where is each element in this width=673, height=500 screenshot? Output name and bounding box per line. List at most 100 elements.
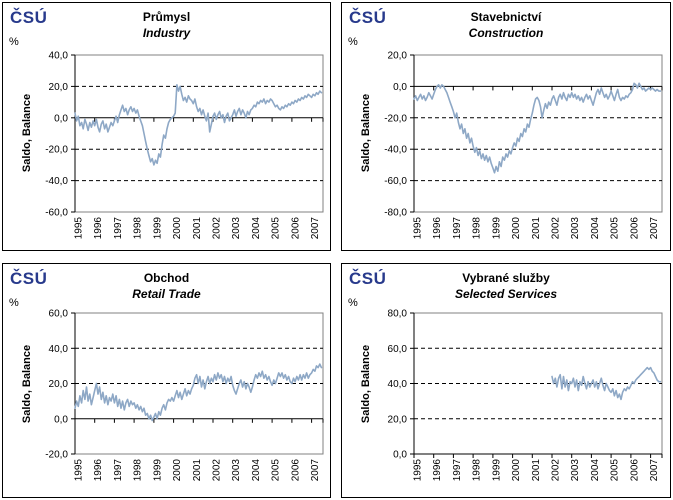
x-tick-label: 1996 [432,217,443,240]
x-tick-label: 1997 [113,459,124,482]
plot-area-industry: 40,0 20,0 0,0 -20,0 -40,0 -60,0 1995 1996 1997 19… [45,51,324,240]
x-tick-label: 1996 [93,217,104,240]
x-tick-label: 2007 [649,217,660,240]
y-tick-label: 0,0 [393,82,407,93]
percent-label: % [9,297,19,309]
x-tick-label: 1995 [74,217,85,240]
x-tick-label: 1998 [133,459,144,482]
chart-title-cs: Obchod [143,271,190,285]
x-tick-label: 2003 [570,217,581,240]
x-tick-label: 2006 [629,217,640,240]
x-tick-label: 1999 [152,459,163,482]
y-tick-label: 20,0 [49,82,69,93]
x-tick-label: 2001 [192,217,203,240]
y-tick-label: 20,0 [388,414,408,425]
x-tick-label: 1998 [472,217,483,240]
x-tick-label: 1999 [491,217,502,240]
y-tick-label: 40,0 [49,51,69,62]
data-line [74,84,323,166]
x-tick-label: 2007 [310,459,321,482]
x-tick-label: 2007 [649,459,660,482]
data-line [74,363,323,422]
x-tick-label: 2004 [251,217,262,240]
x-tick-label: 1996 [432,459,443,482]
chart-title-cs: Vybrané služby [462,271,550,285]
plot-area-selected-services: 80,0 60,0 40,0 20,0 0,0 1995 1996 1997 1998 1999 2… [388,309,663,482]
y-tick-label: 60,0 [49,309,69,320]
x-tick-label: 1995 [74,459,85,482]
x-tick-label: 2004 [251,459,262,482]
x-tick-label: 1995 [413,217,424,240]
percent-label: % [9,36,19,48]
x-tick-label: 2000 [511,459,522,482]
chart-title-cs: Průmysl [142,10,191,24]
y-tick-label: 80,0 [388,309,408,320]
x-tick-label: 2001 [531,459,542,482]
x-tick-label: 1998 [472,459,483,482]
y-tick-label: -40,0 [384,145,407,156]
y-tick-label: -60,0 [45,208,68,219]
chart-panel-construction: ČSÚ Stavebnictví Construction % Saldo, B… [341,2,671,251]
x-tick-label: 1995 [413,459,424,482]
chart-title-cs: Stavebnictví [470,10,542,24]
x-tick-label: 2000 [172,217,183,240]
x-tick-label: 2004 [590,459,601,482]
csu-logo: ČSÚ [349,269,387,288]
x-tick-label: 2001 [192,459,203,482]
chart-panel-industry: ČSÚ Průmysl Industry % Saldo, Balance 40… [2,2,331,251]
percent-label: % [348,36,358,48]
y-tick-label: 40,0 [49,344,69,355]
x-tick-label: 2000 [172,459,183,482]
x-tick-label: 2002 [551,459,562,482]
plot-border [74,54,324,213]
y-tick-label: -40,0 [45,176,68,187]
x-tick-label: 1996 [93,459,104,482]
x-tick-label: 2005 [271,459,282,482]
x-tick-label: 2002 [551,217,562,240]
x-tick-label: 1997 [452,459,463,482]
y-tick-label: 0,0 [393,450,407,461]
x-tick-label: 2005 [610,459,621,482]
x-tick-label: 1997 [113,217,124,240]
y-tick-label: -60,0 [384,176,407,187]
percent-label: % [348,297,358,309]
y-tick-label: -80,0 [384,208,407,219]
csu-logo: ČSÚ [349,8,387,27]
chart-title-en: Selected Services [454,287,558,301]
x-tick-label: 1997 [452,217,463,240]
chart-panel-retail-trade: ČSÚ Obchod Retail Trade % Saldo, Balance… [2,263,331,498]
x-tick-label: 2005 [610,217,621,240]
x-tick-label: 1998 [133,217,144,240]
y-tick-label: 40,0 [388,379,408,390]
x-tick-label: 2003 [570,459,581,482]
y-tick-label: 0,0 [54,113,68,124]
x-tick-label: 2001 [531,217,542,240]
chart-title-en: Industry [142,26,191,40]
x-tick-label: 2005 [271,217,282,240]
x-tick-label: 2006 [290,217,301,240]
y-tick-label: 0,0 [54,414,68,425]
plot-area-retail-trade: 60,0 40,0 20,0 0,0 -20,0 1995 1996 1997 1998 1999… [45,309,324,482]
x-tick-label: 1999 [491,459,502,482]
x-tick-label: 2003 [231,459,242,482]
y-tick-label: -20,0 [384,113,407,124]
x-tick-label: 1999 [152,217,163,240]
x-tick-label: 2004 [590,217,601,240]
y-tick-label: -20,0 [45,450,68,461]
csu-logo: ČSÚ [10,8,48,27]
x-tick-label: 2006 [290,459,301,482]
x-tick-label: 2002 [212,217,223,240]
x-tick-label: 2006 [629,459,640,482]
plot-border [413,54,663,213]
x-tick-label: 2003 [231,217,242,240]
y-tick-label: 20,0 [49,379,69,390]
y-tick-label: 20,0 [388,51,408,62]
data-line [551,366,662,401]
plot-area-construction: 20,0 0,0 -20,0 -40,0 -60,0 -80,0 1995 1996 1997 1… [384,51,663,240]
chart-title-en: Construction [468,26,544,40]
chart-panel-selected-services: ČSÚ Vybrané služby Selected Services % S… [341,263,671,498]
data-line [413,82,662,174]
x-tick-label: 2007 [310,217,321,240]
x-tick-label: 2002 [212,459,223,482]
